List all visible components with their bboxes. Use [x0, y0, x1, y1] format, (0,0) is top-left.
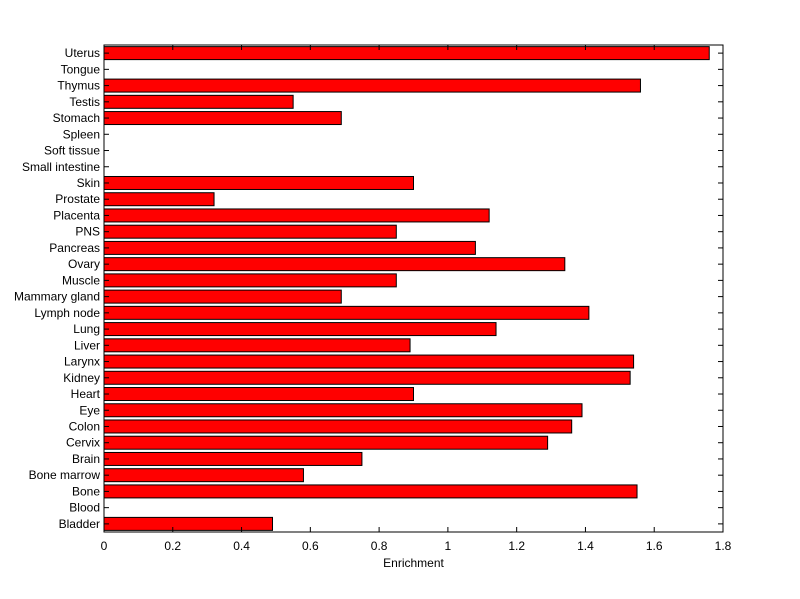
ticks-group [103, 45, 724, 532]
bar-colon [103, 419, 573, 434]
y-tick-label: Pancreas [49, 241, 100, 255]
x-tick-label: 1.6 [646, 539, 663, 553]
x-axis-label: Enrichment [383, 556, 444, 570]
bar-ovary [103, 257, 566, 272]
bar-liver [103, 338, 411, 353]
bar-brain [103, 451, 363, 466]
x-tick-label: 1 [445, 539, 452, 553]
bar-larynx [103, 354, 635, 369]
y-tick-label: Bone [72, 484, 100, 498]
y-tick-label: Bone marrow [29, 468, 101, 482]
x-tick-label: 0.4 [233, 539, 250, 553]
bar-thymus [103, 78, 641, 93]
y-tick-label: Testis [69, 95, 100, 109]
bars-group [103, 46, 710, 531]
bar-lymph-node [103, 305, 590, 320]
y-tick-label: Colon [69, 419, 100, 433]
x-tick-label: 0.2 [164, 539, 181, 553]
bar-pancreas [103, 240, 476, 255]
y-tick-label: Kidney [63, 371, 100, 385]
bar-placenta [103, 208, 490, 223]
x-tick-label: 1.4 [577, 539, 594, 553]
y-tick-label: Small intestine [22, 160, 100, 174]
y-tick-label: Lung [73, 322, 100, 336]
y-tick-label: Heart [71, 387, 101, 401]
y-tick-label: Soft tissue [44, 144, 100, 158]
y-tick-label: Uterus [65, 46, 100, 60]
y-tick-label: Brain [72, 452, 100, 466]
y-tick-label: Prostate [55, 192, 100, 206]
y-tick-label: PNS [75, 225, 100, 239]
y-tick-label: Larynx [64, 355, 100, 369]
y-tick-label: Eye [79, 403, 100, 417]
y-tick-labels: Bladder Blood Bone Bone marrow Brain Cervix Co… [14, 46, 101, 531]
bar-prostate [103, 192, 215, 207]
axes-box [103, 44, 724, 533]
y-tick-label: Stomach [53, 111, 100, 125]
y-tick-label: Ovary [68, 257, 100, 271]
y-tick-label: Skin [77, 176, 100, 190]
bar-lung [103, 322, 497, 337]
x-tick-label: 0.6 [302, 539, 319, 553]
y-tick-label: Lymph node [34, 306, 100, 320]
y-tick-label: Placenta [53, 208, 100, 222]
bar-uterus [103, 46, 710, 61]
x-tick-label: 0.8 [371, 539, 388, 553]
bar-mammary-gland [103, 289, 342, 304]
bar-stomach [103, 111, 342, 126]
y-tick-label: Thymus [57, 79, 100, 93]
bar-bone-marrow [103, 468, 304, 483]
y-tick-label: Bladder [59, 517, 100, 531]
bar-skin [103, 175, 414, 190]
y-tick-label: Cervix [66, 436, 100, 450]
bar-testis [103, 94, 294, 109]
y-tick-label: Tongue [61, 62, 101, 76]
bar-bladder [103, 516, 274, 531]
x-tick-labels: 0 0.2 0.4 0.6 0.8 1 1.2 1.4 1.6 1.8 [101, 539, 732, 553]
y-tick-label: Mammary gland [14, 290, 100, 304]
x-tick-label: 0 [101, 539, 108, 553]
bar-eye [103, 403, 583, 418]
bar-pns [103, 224, 397, 239]
bar-bone [103, 484, 638, 499]
y-tick-label: Blood [69, 501, 100, 515]
y-tick-label: Spleen [63, 127, 100, 141]
bar-cervix [103, 435, 549, 450]
x-tick-label: 1.2 [508, 539, 525, 553]
bar-kidney [103, 370, 631, 385]
y-tick-label: Liver [74, 338, 100, 352]
bar-muscle [103, 273, 397, 288]
y-tick-label: Muscle [62, 273, 100, 287]
bar-heart [103, 387, 414, 402]
x-tick-label: 1.8 [715, 539, 732, 553]
